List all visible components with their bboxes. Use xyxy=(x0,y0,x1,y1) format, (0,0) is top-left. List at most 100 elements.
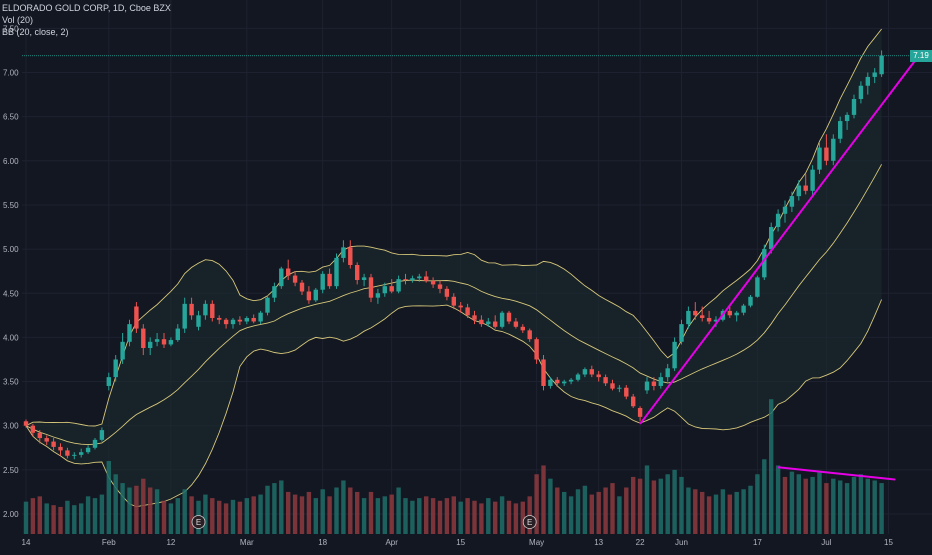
candle-body xyxy=(410,278,415,281)
candle-body xyxy=(237,319,243,322)
candle-body xyxy=(161,339,167,345)
candle-body xyxy=(272,286,277,298)
candle-body xyxy=(430,280,436,285)
candle-body xyxy=(113,359,118,378)
volume-bar xyxy=(713,494,719,534)
candle-body xyxy=(251,317,256,322)
volume-bar xyxy=(789,471,795,534)
x-tick-label: May xyxy=(529,538,544,547)
volume-bar xyxy=(589,494,594,534)
volume-bar xyxy=(23,501,29,534)
volume-bar xyxy=(430,498,436,534)
volume-bar xyxy=(320,489,325,534)
candle-body xyxy=(341,247,346,258)
volume-bar xyxy=(141,478,146,534)
candle-body xyxy=(313,289,318,301)
candle-body xyxy=(748,296,753,306)
candle-body xyxy=(92,439,98,448)
trendlines[interactable] xyxy=(22,55,932,481)
volume-bar xyxy=(424,496,429,534)
candle-body xyxy=(154,339,160,342)
candle-body xyxy=(672,341,677,369)
volume-bars xyxy=(23,399,884,534)
y-tick-label: 5.50 xyxy=(3,201,19,210)
candle-body xyxy=(534,339,539,360)
volume-bar xyxy=(375,498,381,534)
volume-bar xyxy=(72,505,77,534)
y-tick-label: 3.00 xyxy=(3,422,19,431)
x-tick-label: 13 xyxy=(594,538,603,547)
candle-body xyxy=(541,359,546,386)
y-axis[interactable]: 2.00 2.50 3.00 3.50 4.00 4.50 5.00 5.50 6.00 6.50… xyxy=(3,24,19,519)
candle-body xyxy=(106,377,111,386)
candle-body xyxy=(196,315,201,327)
x-axis[interactable]: 14 Feb 12 Mar 18 Apr 15 May 13 22 Jun 17 Jul 15 xyxy=(22,538,894,547)
candle-body xyxy=(810,169,815,191)
x-tick-label: Feb xyxy=(102,538,116,547)
bollinger-upper xyxy=(25,28,882,427)
candle-body xyxy=(568,379,574,382)
candle-body xyxy=(437,284,443,289)
x-tick-label: 15 xyxy=(456,538,465,547)
volume-bar xyxy=(706,496,712,534)
candle-body xyxy=(327,273,332,287)
candle-body xyxy=(23,421,29,426)
volume-bar xyxy=(610,483,615,534)
volume-bar xyxy=(217,500,222,534)
candle-body xyxy=(375,293,381,298)
volume-bar xyxy=(417,498,422,534)
last-price-label: 7.19 xyxy=(910,49,932,62)
candle-body xyxy=(334,257,339,287)
candle-body xyxy=(658,377,663,386)
volume-bar xyxy=(679,476,684,534)
volume-bar xyxy=(720,489,726,534)
volume-bar xyxy=(272,483,277,534)
bollinger-bands xyxy=(25,28,883,508)
candle-body xyxy=(693,310,698,316)
volume-bar xyxy=(838,480,843,534)
volume-bar xyxy=(541,465,546,534)
y-tick-label: 2.50 xyxy=(3,466,19,475)
volume-bar xyxy=(782,476,788,534)
candle-body xyxy=(706,317,712,322)
candle-body xyxy=(610,383,615,389)
y-tick-label: 5.00 xyxy=(3,245,19,254)
legend-volume[interactable]: Vol (20) xyxy=(2,15,34,25)
x-tick-label: 15 xyxy=(884,538,893,547)
candle-body xyxy=(382,286,387,294)
volume-bar xyxy=(44,503,49,534)
chart-legend: ELDORADO GOLD CORP, 1D, Cboe BZX Vol (20… xyxy=(2,2,171,38)
volume-bar xyxy=(810,476,815,534)
candle-body xyxy=(562,381,567,384)
volume-bar xyxy=(493,501,498,534)
volume-bar xyxy=(796,474,801,534)
volume-bar xyxy=(51,505,56,534)
candle-body xyxy=(141,328,146,348)
candle-body xyxy=(65,450,70,456)
volume-bar xyxy=(327,496,332,534)
candle-body xyxy=(299,282,305,292)
candle-body xyxy=(451,296,456,306)
candle-body xyxy=(513,321,519,327)
candle-body xyxy=(458,305,463,308)
volume-bar xyxy=(734,491,739,534)
legend-symbol[interactable]: ELDORADO GOLD CORP, 1D, Cboe BZX xyxy=(2,3,171,13)
volume-bar xyxy=(658,478,663,534)
volume-bar xyxy=(168,503,174,534)
candle-body xyxy=(499,312,505,327)
volume-bar xyxy=(851,476,857,534)
x-tick-label: Jul xyxy=(821,538,831,547)
volume-bar xyxy=(292,494,298,534)
legend-bollinger[interactable]: BB (20, close, 2) xyxy=(2,27,69,37)
candle-body xyxy=(851,98,857,115)
volume-bar xyxy=(355,491,360,534)
volume-bar xyxy=(58,506,63,534)
earnings-marker-label: E xyxy=(196,518,201,527)
price-trendline xyxy=(639,58,917,425)
candle-body xyxy=(879,55,884,75)
y-tick-label: 6.50 xyxy=(3,113,19,122)
volume-bar xyxy=(99,494,105,534)
